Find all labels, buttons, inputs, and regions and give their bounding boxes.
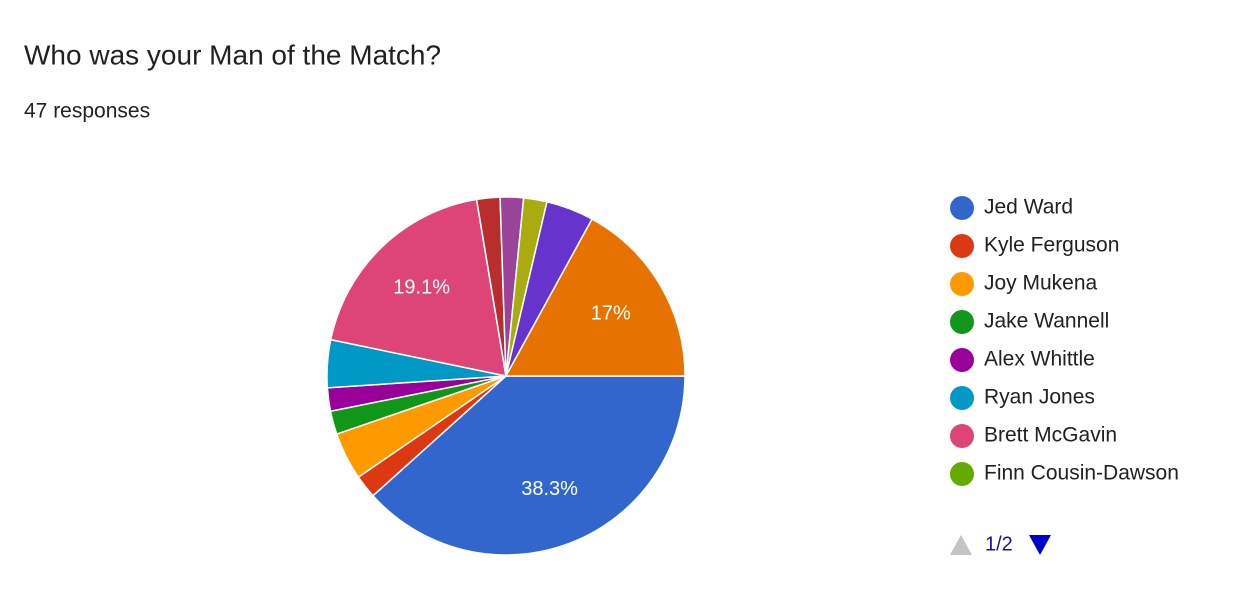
pie-slice <box>371 375 686 556</box>
legend-swatch <box>950 310 974 334</box>
legend-swatch <box>950 424 974 448</box>
legend-swatch <box>950 234 974 258</box>
legend-page: 1/2 <box>985 533 1013 555</box>
legend-label: Ryan Jones <box>984 386 1095 409</box>
legend-label: Kyle Ferguson <box>984 234 1119 257</box>
response-count: 47 responses <box>24 100 150 123</box>
pie-slice <box>504 218 686 377</box>
legend-label: Alex Whittle <box>984 348 1095 371</box>
legend-label: Jake Wannell <box>984 310 1109 333</box>
legend-label: Joy Mukena <box>984 272 1098 295</box>
legend-page-up[interactable] <box>950 535 972 555</box>
legend-swatch <box>950 386 974 410</box>
slice-label: 19.1% <box>393 277 450 299</box>
legend-swatch <box>950 272 974 296</box>
legend-swatch <box>950 462 974 486</box>
legend-page-down[interactable] <box>1029 535 1051 555</box>
legend-swatch <box>950 348 974 372</box>
legend-label: Brett McGavin <box>984 424 1117 447</box>
legend-label: Jed Ward <box>984 196 1073 219</box>
chart-title: Who was your Man of the Match? <box>24 39 441 70</box>
slice-label: 38.3% <box>521 478 578 500</box>
legend-swatch <box>950 196 974 220</box>
pie-slice <box>329 198 507 377</box>
legend-label: Finn Cousin-Dawson <box>984 462 1179 485</box>
slice-label: 17% <box>591 302 631 324</box>
